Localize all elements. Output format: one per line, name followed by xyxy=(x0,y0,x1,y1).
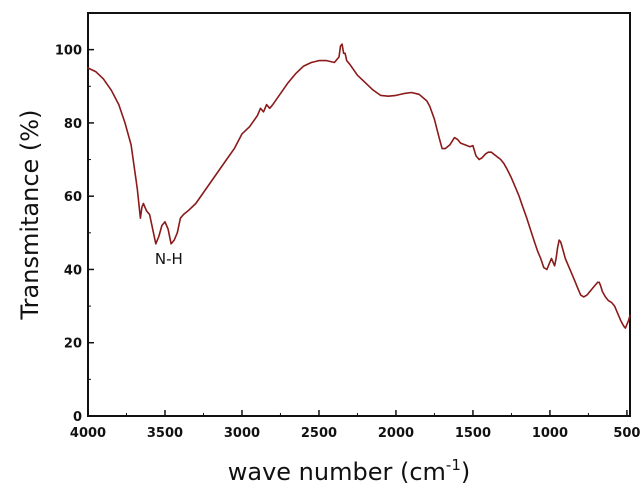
y-tick-label: 0 xyxy=(73,410,82,425)
series-layer xyxy=(87,43,631,329)
spectrum-line xyxy=(87,43,631,329)
x-axis-title-suffix: ) xyxy=(461,458,470,486)
x-tick-label: 1000 xyxy=(532,426,568,441)
y-axis-title: Transmitance (%) xyxy=(16,110,44,321)
y-tick-label: 20 xyxy=(64,337,82,352)
x-axis-title-main: wave number (cm xyxy=(228,458,446,486)
x-tick-label: 3000 xyxy=(224,426,260,441)
x-tick-label: 2500 xyxy=(301,426,337,441)
x-axis-title: wave number (cm-1) xyxy=(228,456,471,486)
y-tick-label: 80 xyxy=(64,117,82,132)
x-tick-label: 1500 xyxy=(455,426,491,441)
x-axis-title-superscript: -1 xyxy=(446,456,461,474)
y-tick-label: 40 xyxy=(64,263,82,278)
axes-layer xyxy=(87,12,631,417)
labels-layer: 4000 3500 3000 2500 2000 1500 1000 500 0 20 40 60 80… xyxy=(16,44,640,486)
x-tick-label: 500 xyxy=(613,426,640,441)
y-tick-label: 60 xyxy=(64,190,82,205)
x-tick-label: 2000 xyxy=(378,426,414,441)
y-tick-label: 100 xyxy=(55,44,82,59)
nh-peak-annotation: N-H xyxy=(155,250,183,268)
plot-frame xyxy=(87,12,631,417)
x-tick-label: 4000 xyxy=(70,426,106,441)
x-tick-label: 3500 xyxy=(147,426,183,441)
